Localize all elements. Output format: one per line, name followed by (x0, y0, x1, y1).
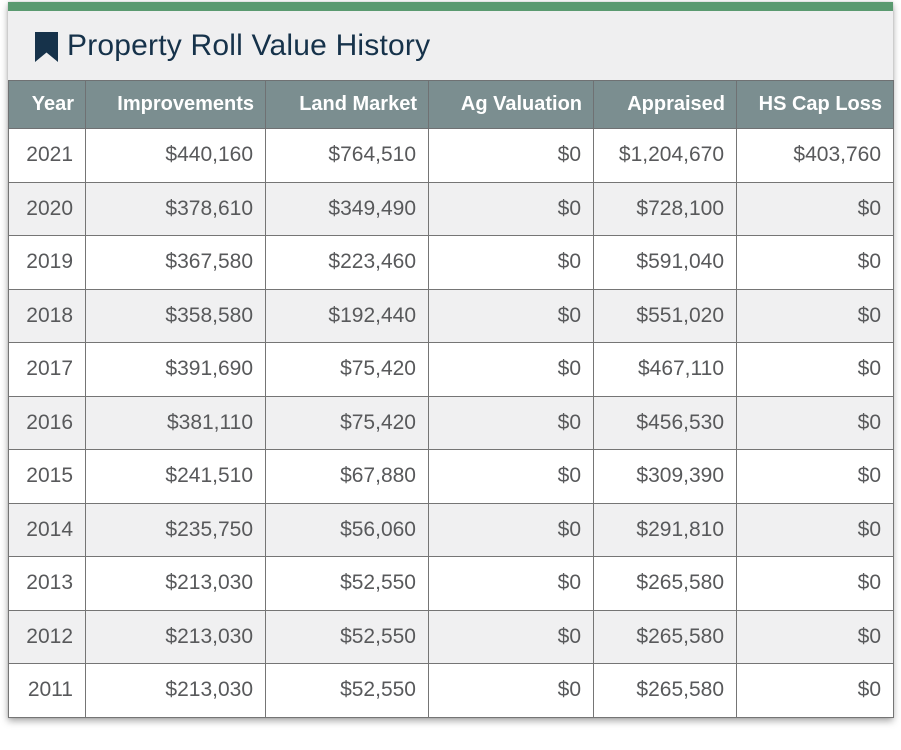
table-row: 2014 $235,750 $56,060 $0 $291,810 $0 (8, 502, 894, 557)
table-row: 2019 $367,580 $223,460 $0 $591,040 $0 (8, 235, 894, 290)
cell-appraised: $551,020 (593, 288, 737, 343)
cell-year: 2017 (8, 342, 86, 397)
panel-accent-bar (8, 2, 893, 11)
cell-hs-cap-loss: $0 (736, 449, 894, 504)
bookmark-icon (35, 31, 58, 62)
cell-year: 2013 (8, 556, 86, 611)
page-title: Property Roll Value History (67, 28, 431, 62)
cell-year: 2011 (8, 663, 86, 718)
cell-land-market: $223,460 (265, 235, 429, 290)
cell-hs-cap-loss: $0 (736, 342, 894, 397)
column-header-ag-valuation: Ag Valuation (428, 80, 594, 129)
cell-ag-valuation: $0 (428, 556, 594, 611)
column-header-land-market: Land Market (265, 80, 429, 129)
property-roll-value-history-panel: Property Roll Value History Year Improve… (8, 2, 894, 718)
cell-land-market: $75,420 (265, 395, 429, 450)
cell-land-market: $56,060 (265, 502, 429, 557)
table-row: 2020 $378,610 $349,490 $0 $728,100 $0 (8, 181, 894, 236)
cell-improvements: $391,690 (85, 342, 266, 397)
cell-appraised: $291,810 (593, 502, 737, 557)
cell-hs-cap-loss: $403,760 (736, 128, 894, 183)
cell-hs-cap-loss: $0 (736, 663, 894, 718)
cell-hs-cap-loss: $0 (736, 395, 894, 450)
cell-ag-valuation: $0 (428, 502, 594, 557)
cell-appraised: $456,530 (593, 395, 737, 450)
cell-improvements: $358,580 (85, 288, 266, 343)
cell-ag-valuation: $0 (428, 342, 594, 397)
cell-improvements: $213,030 (85, 663, 266, 718)
property-roll-value-table: Year Improvements Land Market Ag Valuati… (8, 80, 894, 718)
cell-land-market: $67,880 (265, 449, 429, 504)
cell-ag-valuation: $0 (428, 288, 594, 343)
cell-hs-cap-loss: $0 (736, 235, 894, 290)
cell-hs-cap-loss: $0 (736, 556, 894, 611)
cell-ag-valuation: $0 (428, 181, 594, 236)
cell-appraised: $591,040 (593, 235, 737, 290)
cell-year: 2014 (8, 502, 86, 557)
cell-appraised: $309,390 (593, 449, 737, 504)
cell-ag-valuation: $0 (428, 128, 594, 183)
cell-appraised: $265,580 (593, 556, 737, 611)
cell-ag-valuation: $0 (428, 609, 594, 664)
cell-appraised: $728,100 (593, 181, 737, 236)
cell-ag-valuation: $0 (428, 235, 594, 290)
cell-ag-valuation: $0 (428, 449, 594, 504)
table-row: 2018 $358,580 $192,440 $0 $551,020 $0 (8, 288, 894, 343)
cell-improvements: $213,030 (85, 609, 266, 664)
cell-appraised: $265,580 (593, 609, 737, 664)
cell-year: 2021 (8, 128, 86, 183)
cell-improvements: $213,030 (85, 556, 266, 611)
table-row: 2021 $440,160 $764,510 $0 $1,204,670 $403,760 (8, 128, 894, 183)
cell-appraised: $467,110 (593, 342, 737, 397)
table-row: 2017 $391,690 $75,420 $0 $467,110 $0 (8, 342, 894, 397)
cell-land-market: $52,550 (265, 556, 429, 611)
cell-improvements: $378,610 (85, 181, 266, 236)
cell-year: 2019 (8, 235, 86, 290)
cell-ag-valuation: $0 (428, 395, 594, 450)
cell-land-market: $52,550 (265, 663, 429, 718)
panel-header: Property Roll Value History (8, 11, 893, 80)
table-body: 2021 $440,160 $764,510 $0 $1,204,670 $403,760… (8, 128, 894, 718)
cell-improvements: $381,110 (85, 395, 266, 450)
column-header-appraised: Appraised (593, 80, 737, 129)
table-row: 2012 $213,030 $52,550 $0 $265,580 $0 (8, 609, 894, 664)
cell-improvements: $440,160 (85, 128, 266, 183)
cell-improvements: $367,580 (85, 235, 266, 290)
cell-land-market: $192,440 (265, 288, 429, 343)
table-header-row: Year Improvements Land Market Ag Valuati… (8, 80, 894, 129)
cell-improvements: $235,750 (85, 502, 266, 557)
cell-hs-cap-loss: $0 (736, 609, 894, 664)
cell-year: 2018 (8, 288, 86, 343)
cell-hs-cap-loss: $0 (736, 181, 894, 236)
table-row: 2011 $213,030 $52,550 $0 $265,580 $0 (8, 663, 894, 718)
cell-improvements: $241,510 (85, 449, 266, 504)
cell-year: 2020 (8, 181, 86, 236)
cell-hs-cap-loss: $0 (736, 288, 894, 343)
cell-ag-valuation: $0 (428, 663, 594, 718)
cell-land-market: $75,420 (265, 342, 429, 397)
table-row: 2015 $241,510 $67,880 $0 $309,390 $0 (8, 449, 894, 504)
table-row: 2013 $213,030 $52,550 $0 $265,580 $0 (8, 556, 894, 611)
column-header-improvements: Improvements (85, 80, 266, 129)
cell-land-market: $52,550 (265, 609, 429, 664)
cell-hs-cap-loss: $0 (736, 502, 894, 557)
column-header-hs-cap-loss: HS Cap Loss (736, 80, 894, 129)
cell-year: 2012 (8, 609, 86, 664)
cell-year: 2016 (8, 395, 86, 450)
cell-year: 2015 (8, 449, 86, 504)
cell-land-market: $764,510 (265, 128, 429, 183)
cell-appraised: $1,204,670 (593, 128, 737, 183)
column-header-year: Year (8, 80, 86, 129)
table-row: 2016 $381,110 $75,420 $0 $456,530 $0 (8, 395, 894, 450)
cell-land-market: $349,490 (265, 181, 429, 236)
cell-appraised: $265,580 (593, 663, 737, 718)
